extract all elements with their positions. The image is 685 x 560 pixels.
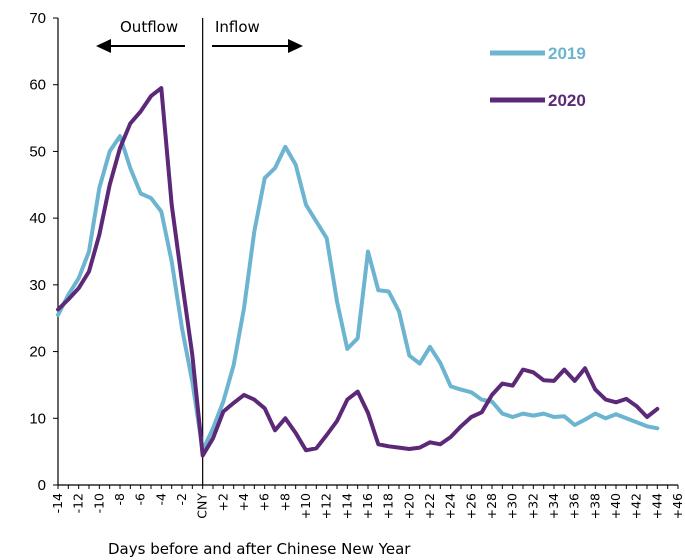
- y-tick-label: 70: [29, 10, 46, 27]
- y-tick-label: 40: [29, 210, 46, 227]
- y-tick-label: 0: [38, 477, 46, 494]
- y-tick-label: 60: [29, 77, 46, 94]
- legend-label-2020: 2020: [548, 91, 586, 110]
- x-tick-label: -4: [153, 493, 168, 506]
- x-tick-label: +20: [401, 493, 416, 519]
- x-tick-label: +32: [525, 493, 540, 519]
- x-tick-label: +42: [629, 493, 644, 519]
- x-tick-label: -10: [91, 493, 106, 513]
- inflow-label: Inflow: [215, 18, 260, 36]
- x-tick-label: -6: [133, 493, 148, 506]
- x-tick-label: +12: [319, 493, 334, 519]
- x-tick-label: +34: [546, 493, 561, 519]
- legend-item-2019: 2019: [490, 44, 586, 63]
- x-tick-label: +14: [339, 493, 354, 519]
- y-tick-label: 50: [29, 143, 46, 160]
- x-tick-label: +44: [649, 493, 664, 519]
- x-tick-label: -2: [174, 493, 189, 505]
- x-tick-label: +28: [484, 493, 499, 519]
- y-axis: 0 10 20 30 40 50 60 70: [29, 10, 58, 494]
- legend: 2019 2020: [490, 44, 586, 110]
- y-tick-label: 10: [29, 410, 46, 427]
- x-axis-title: Days before and after Chinese New Year: [108, 540, 411, 558]
- legend-item-2020: 2020: [490, 91, 586, 110]
- inflow-arrow-icon: [212, 39, 303, 53]
- x-tick-label: +8: [277, 493, 292, 511]
- x-tick-label: +36: [567, 493, 582, 519]
- series-layer: [56, 86, 660, 458]
- x-tick-label: +16: [360, 493, 375, 519]
- x-tick-label: +30: [505, 493, 520, 519]
- x-tick-label: +10: [298, 493, 313, 519]
- flow-annotations: Outflow Inflow: [96, 18, 303, 53]
- x-tick-label: +2: [215, 493, 230, 511]
- x-tick-label: -14: [50, 493, 65, 513]
- x-tick-label: +22: [422, 493, 437, 519]
- outflow-label: Outflow: [120, 18, 178, 36]
- x-tick-label: +38: [587, 493, 602, 519]
- legend-label-2019: 2019: [548, 44, 586, 63]
- series-line-2019: [56, 134, 660, 453]
- y-tick-label: 30: [29, 277, 46, 294]
- y-tick-label: 20: [29, 344, 46, 361]
- x-tick-label: -8: [112, 493, 127, 506]
- x-tick-label: +6: [257, 493, 272, 511]
- x-tick-label: +18: [381, 493, 396, 519]
- x-tick-label: +26: [463, 493, 478, 519]
- outflow-arrow-icon: [96, 39, 185, 53]
- x-tick-label: CNY: [195, 493, 210, 519]
- x-tick-label: +46: [670, 493, 685, 519]
- x-axis: -14 -12 -10 -8 -6 -4 -2 CNY +2 +4 +6 +8 +10 +12 +14 +16…: [50, 485, 685, 519]
- x-tick-label: +4: [236, 493, 251, 511]
- series-line-2020: [56, 86, 660, 458]
- x-tick-label: -12: [71, 493, 86, 513]
- x-tick-label: +24: [443, 493, 458, 519]
- x-tick-label: +40: [608, 493, 623, 519]
